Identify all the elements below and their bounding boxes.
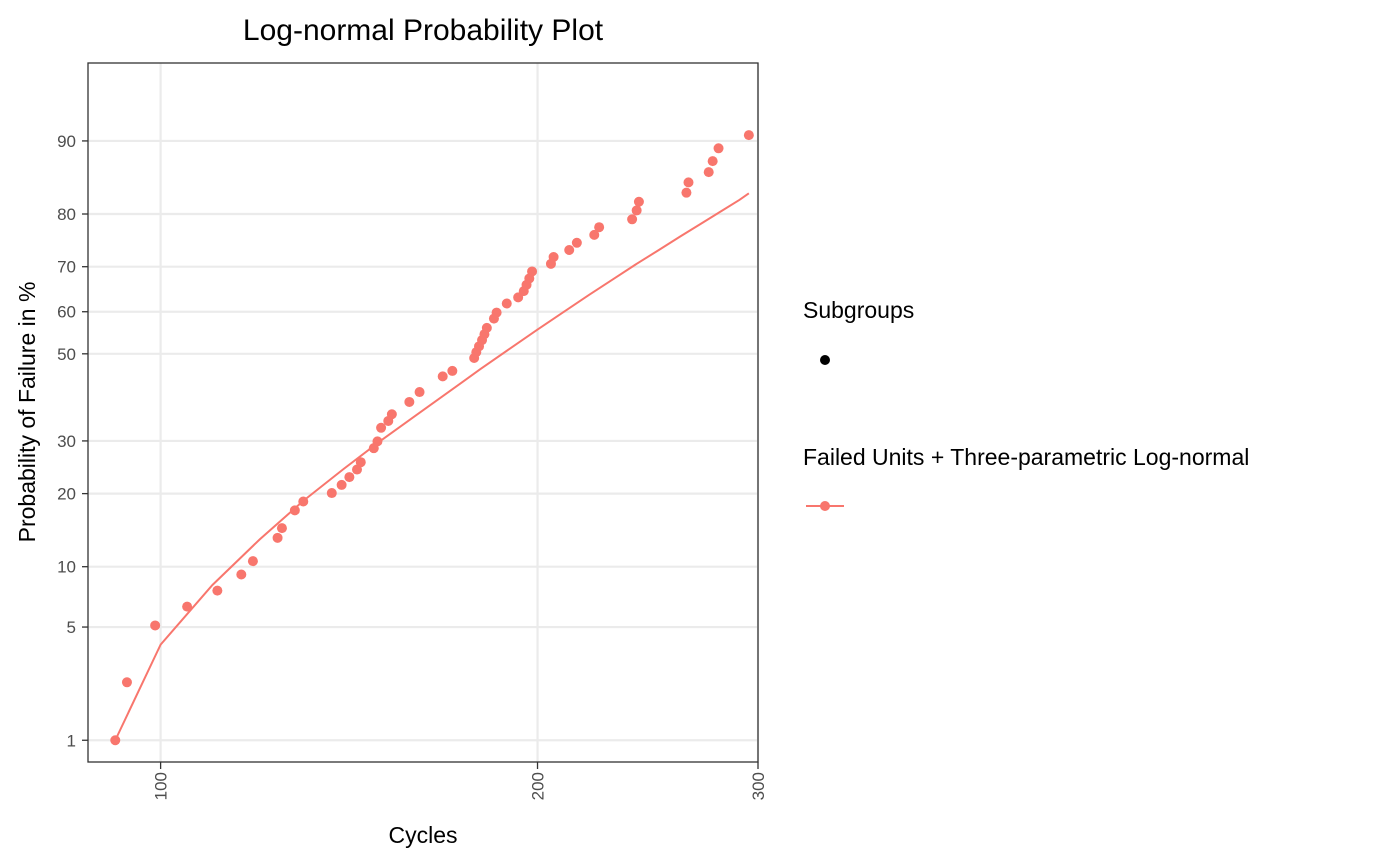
data-point-48 [681, 187, 692, 198]
data-point-2 [150, 620, 161, 631]
data-point-24 [447, 365, 458, 376]
data-point-45 [627, 214, 638, 225]
data-point-21 [404, 396, 415, 407]
plot-panel-border [87, 62, 759, 763]
fit-curve-group [114, 192, 750, 741]
data-point-10 [298, 496, 309, 507]
data-point-1 [121, 677, 132, 688]
gridlines [88, 63, 760, 762]
data-point-38 [527, 266, 538, 277]
y-tick-label-60: 60 [57, 303, 76, 322]
data-point-13 [344, 472, 355, 483]
y-tick-label-70: 70 [57, 258, 76, 277]
data-point-17 [372, 436, 383, 447]
data-point-51 [707, 156, 718, 167]
data-point-40 [548, 252, 559, 262]
legend-key-failed-units-point [820, 501, 830, 511]
y-tick-label-50: 50 [57, 345, 76, 364]
data-point-23 [437, 371, 448, 382]
y-axis-title: Probability of Failure in % [14, 282, 40, 543]
data-point-46 [631, 205, 642, 216]
data-point-49 [683, 177, 694, 188]
legend-key-subgroups-point [820, 355, 830, 365]
data-point-47 [633, 196, 644, 207]
y-tick-label-10: 10 [57, 558, 76, 577]
x-axis-title: Cycles [388, 822, 457, 848]
data-point-4 [212, 585, 223, 596]
x-tick-label-300: 300 [749, 772, 768, 800]
y-tick-label-5: 5 [67, 618, 76, 637]
data-point-22 [414, 387, 425, 398]
data-point-44 [594, 222, 605, 233]
data-point-53 [743, 130, 754, 141]
legend-title-failed-units: Failed Units + Three-parametric Log-norm… [803, 444, 1249, 470]
data-point-32 [491, 307, 502, 318]
data-point-41 [564, 245, 575, 255]
data-point-0 [110, 735, 121, 746]
data-point-20 [386, 409, 397, 420]
chart-title: Log-normal Probability Plot [243, 14, 604, 47]
legend-title-subgroups: Subgroups [803, 297, 914, 323]
data-point-33 [501, 298, 512, 309]
axes: 1 5 10 20 30 50 60 70 80 90 100 200 300 [57, 132, 768, 800]
data-point-6 [247, 556, 258, 567]
y-tick-label-1: 1 [67, 731, 76, 750]
y-tick-label-30: 30 [57, 432, 76, 451]
data-point-8 [276, 523, 287, 534]
data-point-15 [355, 457, 366, 468]
data-points [110, 130, 754, 746]
data-point-50 [703, 167, 714, 178]
y-tick-label-20: 20 [57, 485, 76, 504]
data-point-11 [326, 488, 337, 499]
data-point-12 [336, 479, 347, 490]
x-tick-label-100: 100 [152, 772, 171, 800]
data-point-42 [571, 237, 582, 248]
data-point-43 [589, 229, 600, 240]
x-tick-label-200: 200 [529, 772, 548, 800]
data-point-9 [289, 505, 300, 516]
data-point-52 [713, 143, 724, 154]
legend: Subgroups Failed Units + Three-parametri… [803, 297, 1249, 511]
data-point-30 [481, 322, 492, 333]
data-point-5 [236, 569, 247, 580]
fit-curve-line [114, 192, 750, 741]
data-point-7 [272, 532, 283, 543]
y-tick-label-90: 90 [57, 132, 76, 151]
data-point-3 [182, 601, 193, 612]
y-tick-label-80: 80 [57, 205, 76, 224]
data-point-18 [376, 422, 387, 433]
